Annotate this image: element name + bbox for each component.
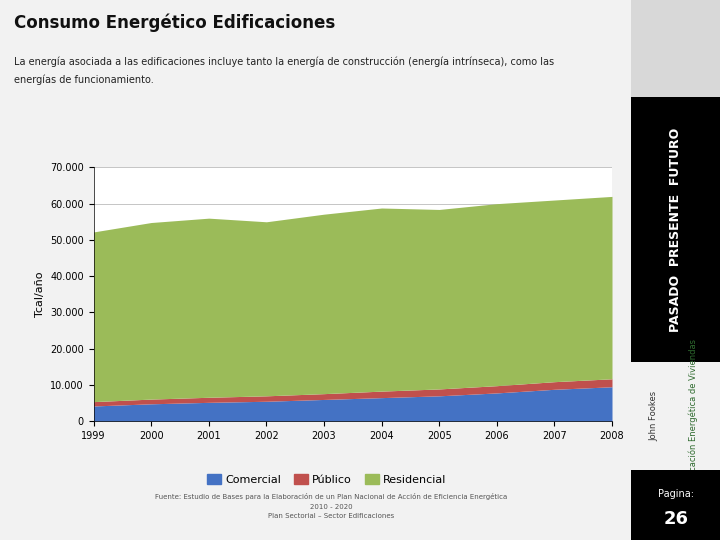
Text: 26: 26 [663,510,688,528]
Text: Pagina:: Pagina: [658,489,694,500]
Text: Calificación Energética de Viviendas: Calificación Energética de Viviendas [689,339,698,492]
Text: Consumo Energético Edificaciones: Consumo Energético Edificaciones [14,14,336,32]
Y-axis label: Tcal/año: Tcal/año [35,272,45,317]
Text: Plan Sectorial – Sector Edificaciones: Plan Sectorial – Sector Edificaciones [268,514,395,519]
Text: Fuente: Estudio de Bases para la Elaboración de un Plan Nacional de Acción de Ef: Fuente: Estudio de Bases para la Elabora… [155,494,508,501]
Text: John Fookes: John Fookes [649,391,658,441]
Text: La energía asociada a las edificaciones incluye tanto la energía de construcción: La energía asociada a las edificaciones … [14,57,554,67]
Text: 2010 - 2020: 2010 - 2020 [310,504,353,510]
Text: energías de funcionamiento.: energías de funcionamiento. [14,75,154,85]
Legend: Comercial, Público, Residencial: Comercial, Público, Residencial [203,470,451,489]
Text: PASADO  PRESENTE  FUTURO: PASADO PRESENTE FUTURO [669,127,683,332]
